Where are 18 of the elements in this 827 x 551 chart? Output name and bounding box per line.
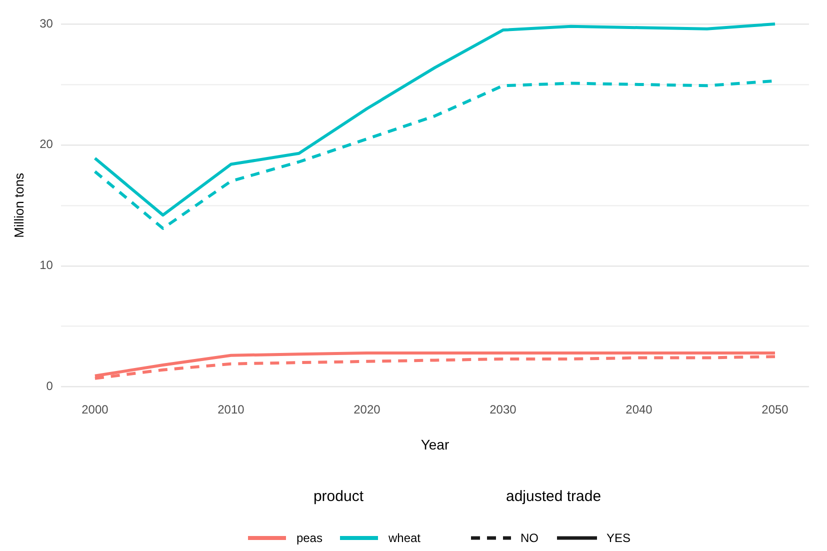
x-tick-label: 2030	[490, 402, 517, 416]
text: NO	[520, 531, 539, 545]
y-tick-label: 10	[40, 258, 54, 272]
x-tick-label: 2050	[762, 402, 789, 416]
y-tick-label: 30	[40, 16, 54, 30]
legend-label: wheat	[388, 531, 421, 545]
y-tick-label: 0	[46, 379, 54, 394]
y-tick-label: 20	[40, 137, 54, 152]
legend-title: product	[312, 488, 364, 505]
x-tick-label: 2010	[218, 402, 245, 416]
x-axis-title: Year	[420, 436, 450, 452]
x-tick-label: 2020	[354, 402, 381, 416]
text: YES	[606, 531, 631, 545]
x-tick-label: 2000	[82, 402, 109, 416]
legend-label: peas	[296, 531, 322, 545]
x-tick-label: 2040	[626, 402, 653, 416]
y-axis-title: Million tons	[11, 172, 26, 238]
text: adjusted trade	[504, 488, 602, 505]
